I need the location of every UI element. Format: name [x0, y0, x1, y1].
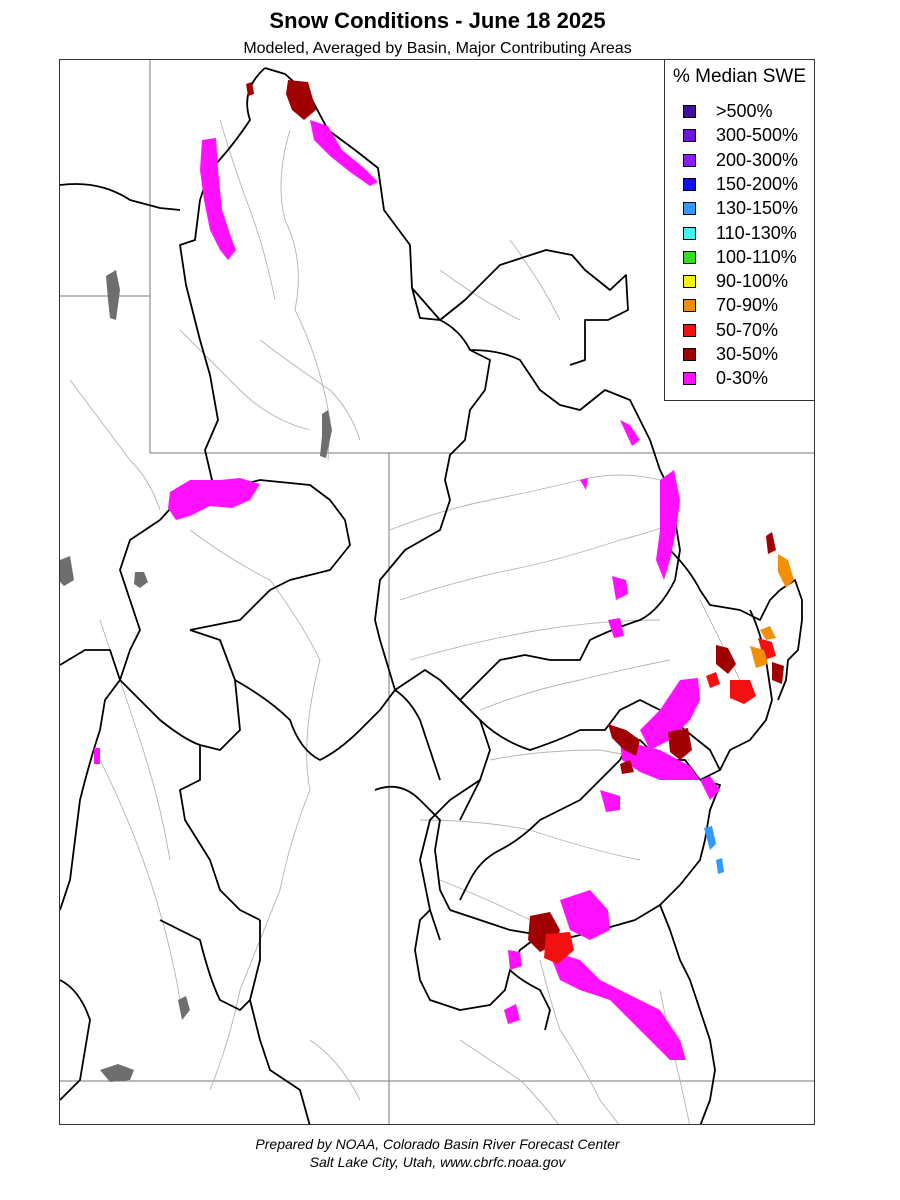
legend-swatch [683, 348, 696, 361]
legend-label: 300-500% [716, 125, 799, 146]
lakes [60, 270, 332, 1082]
legend-label: 30-50% [716, 344, 779, 364]
legend-swatch [683, 202, 696, 216]
legend-label: 110-130% [716, 222, 797, 243]
legend-swatch [683, 105, 696, 118]
legend: % Median SWE >500% 300-500% 200-300% 150-20… [664, 59, 815, 401]
snow-130-150 [704, 826, 724, 874]
legend-label: 150-200% [716, 173, 799, 194]
legend-label: 90-100% [716, 271, 789, 292]
map-subtitle: Modeled, Averaged by Basin, Major Contri… [243, 40, 632, 57]
legend-swatch [683, 226, 696, 240]
legend-swatch [683, 153, 696, 167]
legend-swatch [683, 323, 696, 337]
map-title: Snow Conditions - June 18 2025 [269, 8, 606, 33]
legend-swatch [683, 177, 696, 191]
credit-line-1: Prepared by NOAA, Colorado Basin River F… [255, 1136, 620, 1152]
snow-50-70 [544, 638, 776, 964]
legend-label: 200-300% [716, 149, 799, 170]
state-boundaries [60, 60, 814, 1124]
snow-0-30 [94, 120, 720, 1060]
legend-label: 0-30% [716, 368, 769, 389]
legend-swatch [683, 129, 696, 143]
legend-label: 50-70% [716, 319, 779, 340]
legend-swatch [683, 299, 696, 313]
legend-label: 130-150% [716, 198, 799, 219]
snow-30-50 [246, 80, 784, 952]
legend-label: 100-110% [716, 246, 797, 267]
credit-line-2: Salt Lake City, Utah, www.cbrfc.noaa.gov [309, 1154, 566, 1170]
legend-swatch [683, 250, 696, 264]
rivers [69, 119, 741, 1124]
basin-map [60, 60, 814, 1124]
legend-title: % Median SWE [672, 66, 807, 87]
legend-label: >500% [716, 101, 773, 121]
snow-70-90 [750, 554, 794, 668]
legend-swatch [683, 372, 696, 386]
legend-swatch [683, 275, 696, 289]
legend-label: 70-90% [716, 295, 779, 316]
